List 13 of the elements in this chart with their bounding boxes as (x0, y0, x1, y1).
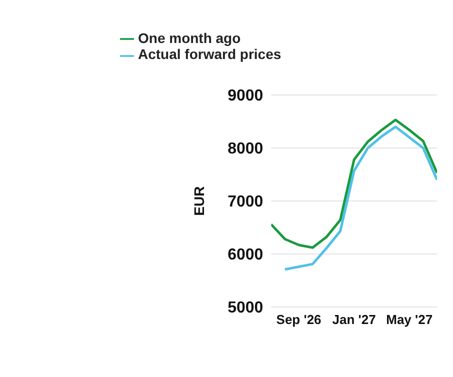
x-tick-label: May '27 (386, 312, 433, 328)
x-tick-label: Sep '26 (276, 312, 322, 328)
y-tick-label: 9000 (228, 88, 264, 105)
legend-label: Actual forward prices (138, 46, 282, 62)
y-tick-label: 7000 (228, 194, 264, 211)
line-series (284, 126, 437, 271)
y-tick-label: 6000 (228, 246, 264, 264)
y-tick-label: 8000 (228, 140, 264, 158)
line-series (271, 118, 437, 249)
y-tick-label: 5000 (228, 300, 264, 317)
x-tick-label: Jan '27 (332, 312, 376, 328)
legend-label: One month ago (138, 30, 241, 46)
y-axis-title: EUR (191, 186, 208, 216)
